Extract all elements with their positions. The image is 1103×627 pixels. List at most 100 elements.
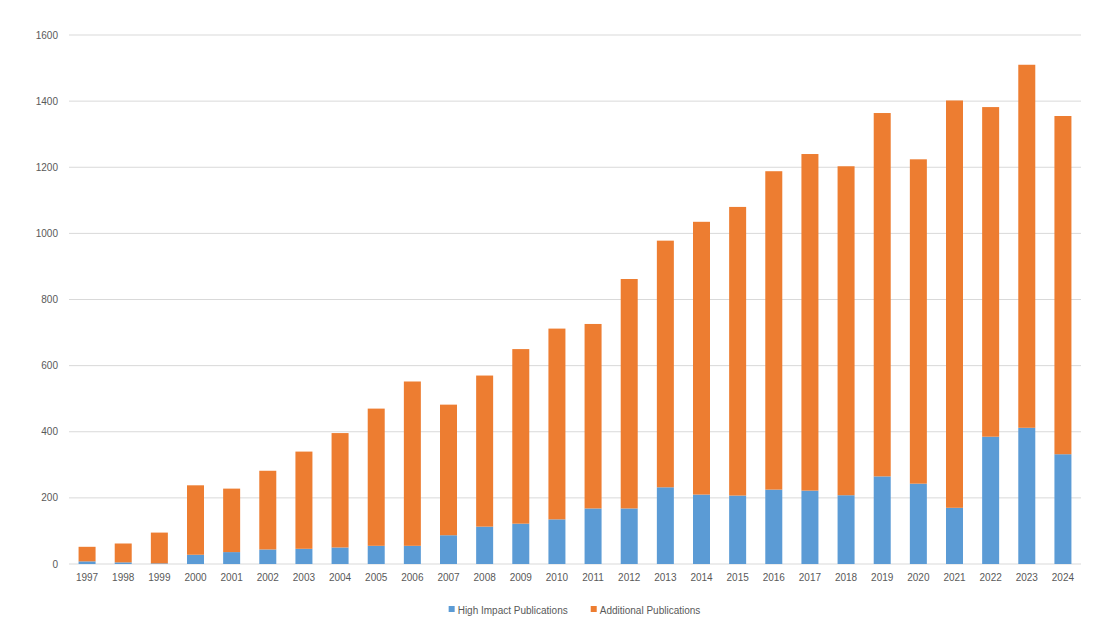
legend-label: Additional Publications [600, 605, 701, 616]
bar-segment [440, 405, 457, 536]
bar-segment [332, 433, 349, 547]
x-tick-label: 2006 [401, 572, 424, 583]
legend-swatch [449, 606, 455, 612]
bar-segment [657, 487, 674, 564]
bar-segment [693, 495, 710, 564]
bar-segment [838, 495, 855, 564]
bar-segment [838, 166, 855, 495]
x-tick-label: 2015 [727, 572, 750, 583]
legend-label: High Impact Publications [458, 605, 568, 616]
bar-segment [512, 524, 529, 564]
bar-segment [548, 519, 565, 564]
bar-segment [729, 496, 746, 564]
bar-segment [115, 544, 132, 563]
bar-segment [223, 489, 240, 552]
x-tick-label: 2009 [510, 572, 533, 583]
x-tick-label: 2021 [943, 572, 966, 583]
grid-line [69, 299, 1081, 300]
bar-segment [1054, 454, 1071, 564]
grid-line [69, 365, 1081, 366]
bar-segment [982, 437, 999, 564]
bar-segment [151, 533, 168, 564]
bar-segment [585, 508, 602, 564]
bar-segment [982, 107, 999, 437]
x-tick-label: 2012 [618, 572, 641, 583]
bar-segment [729, 207, 746, 496]
bar-segment [693, 222, 710, 495]
y-tick-label: 1400 [36, 96, 59, 107]
x-tick-label: 2007 [437, 572, 460, 583]
bar-segment [910, 159, 927, 483]
bar-segment [259, 549, 276, 564]
y-tick-label: 1000 [36, 228, 59, 239]
legend: High Impact Publications Additional Publi… [449, 605, 701, 616]
x-tick-label: 2020 [907, 572, 930, 583]
y-tick-label: 0 [52, 559, 58, 570]
x-tick-label: 2003 [293, 572, 316, 583]
x-tick-label: 2024 [1052, 572, 1075, 583]
x-tick-label: 2001 [221, 572, 244, 583]
x-tick-label: 2004 [329, 572, 352, 583]
y-tick-label: 200 [41, 492, 58, 503]
bar-segment [801, 154, 818, 491]
bar-segment [1018, 428, 1035, 564]
x-tick-label: 2002 [257, 572, 280, 583]
grid-line [69, 101, 1081, 102]
bar-segment [801, 491, 818, 564]
bar-segment [187, 485, 204, 554]
bar-segment [765, 490, 782, 564]
bar-segment [910, 484, 927, 564]
legend-swatch [591, 606, 597, 612]
bar-segment [874, 476, 891, 564]
x-tick-label: 1999 [148, 572, 171, 583]
bar-segment [295, 549, 312, 564]
bar-segment [1054, 116, 1071, 454]
x-tick-label: 2017 [799, 572, 822, 583]
bar-segment [79, 561, 96, 564]
y-tick-label: 1600 [36, 30, 59, 41]
bar-segment [332, 547, 349, 564]
grid-line [69, 564, 1081, 565]
bar-segment [1018, 65, 1035, 428]
x-tick-label: 2000 [184, 572, 207, 583]
x-tick-label: 2005 [365, 572, 388, 583]
bar-segment [476, 376, 493, 527]
x-tick-label: 2018 [835, 572, 858, 583]
y-tick-label: 800 [41, 294, 58, 305]
grid-line [69, 167, 1081, 168]
grid-line [69, 497, 1081, 498]
bar-segment [259, 471, 276, 550]
bar-segment [404, 381, 421, 545]
bar-segment [512, 349, 529, 524]
bar-segment [223, 552, 240, 564]
bar-segment [368, 546, 385, 564]
x-tick-label: 2023 [1016, 572, 1039, 583]
bar-segment [585, 324, 602, 508]
grid-line [69, 35, 1081, 36]
x-tick-label: 2013 [654, 572, 677, 583]
bar-segment [621, 508, 638, 564]
y-tick-label: 1200 [36, 162, 59, 173]
chart: 0200400600800100012001400160019971998199… [0, 0, 1103, 627]
x-tick-label: 2010 [546, 572, 569, 583]
x-tick-label: 2022 [980, 572, 1003, 583]
y-tick-label: 600 [41, 360, 58, 371]
x-tick-label: 1998 [112, 572, 135, 583]
x-tick-label: 2019 [871, 572, 894, 583]
x-tick-label: 2008 [474, 572, 497, 583]
bar-segment [187, 555, 204, 564]
bar-segment [476, 527, 493, 564]
grid-line [69, 233, 1081, 234]
bar-segment [440, 535, 457, 564]
x-tick-label: 2011 [582, 572, 604, 583]
bar-segment [295, 452, 312, 549]
x-tick-label: 2016 [763, 572, 786, 583]
bar-segment [115, 562, 132, 564]
bar-segment [79, 547, 96, 562]
bars [79, 65, 1072, 564]
bar-segment [621, 279, 638, 508]
bar-segment [946, 100, 963, 507]
x-tick-label: 1997 [76, 572, 99, 583]
bar-segment [404, 546, 421, 564]
grid-line [69, 431, 1081, 432]
